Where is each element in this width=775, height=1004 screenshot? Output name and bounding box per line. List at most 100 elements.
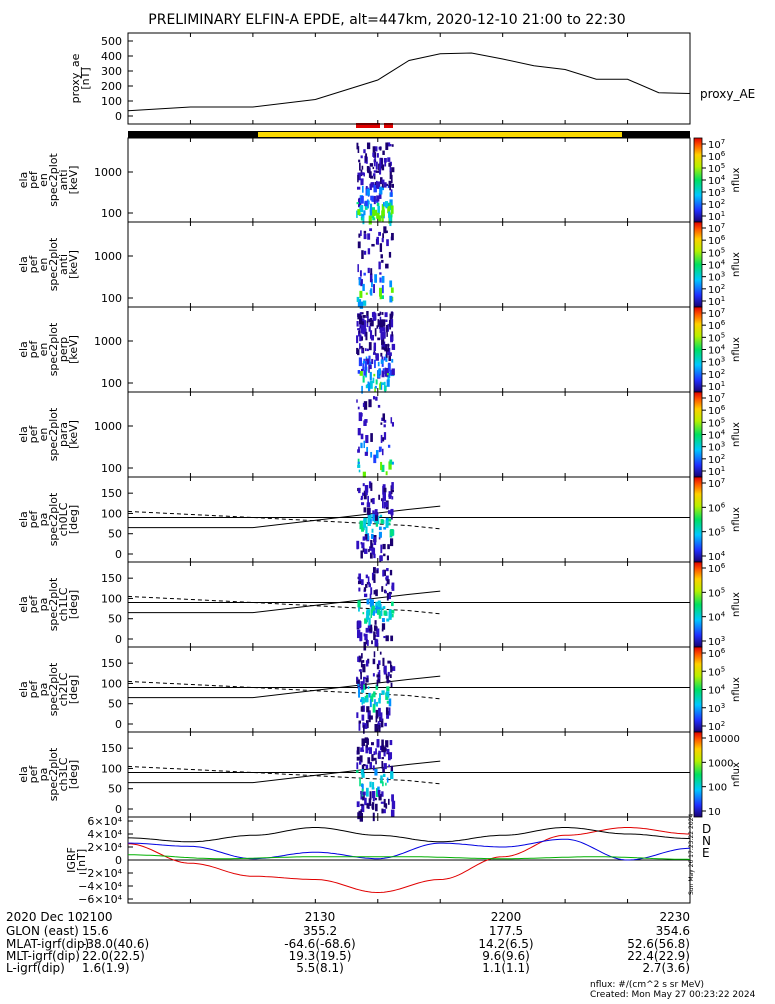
spectrogram-cell	[361, 250, 364, 259]
y-axis-label: IGRF[nT]	[65, 847, 88, 873]
spectrogram-cell	[381, 237, 384, 243]
spectrogram-cell	[372, 497, 375, 505]
spectrogram-cell	[383, 610, 387, 616]
spectrogram-cell	[380, 712, 383, 721]
spectrogram-cell	[387, 671, 390, 677]
spectrogram-cell	[378, 193, 382, 199]
spectrogram-cell	[388, 251, 392, 258]
spectrogram-cell	[373, 152, 377, 158]
spectrogram-cell	[360, 495, 363, 500]
y-axis-label-line: proxy_ae	[69, 53, 82, 103]
spectrogram-cell	[389, 661, 392, 668]
spectrogram-cell	[383, 487, 387, 493]
spectrogram-cell	[359, 370, 363, 376]
spectrogram-cell	[383, 636, 386, 639]
spectrogram-cell	[374, 699, 376, 705]
spectrogram-cell	[360, 697, 365, 702]
spectrogram-cell	[359, 334, 362, 342]
spectrogram-cell	[377, 319, 380, 327]
colorbar	[693, 391, 703, 478]
spectrogram-cell	[363, 587, 367, 592]
spectrogram-cell	[382, 319, 386, 327]
x-axis-row-label: GLON (east)	[6, 924, 79, 938]
spectrogram-cell	[362, 791, 366, 796]
y-axis-label-line: pef	[27, 340, 40, 359]
spectrogram-cell	[363, 507, 367, 513]
colorbar-label: nflux	[731, 167, 742, 192]
panel-frame	[127, 306, 691, 393]
spectrogram-cell	[391, 461, 394, 465]
spectrogram-cell	[379, 555, 383, 561]
spectrogram-cell	[391, 232, 394, 241]
spectrogram-cell	[365, 677, 369, 683]
spectrogram-cell	[383, 665, 387, 675]
y-tick-label: 100	[101, 677, 122, 690]
spectrogram-cell	[357, 620, 361, 629]
spectrogram-cell	[380, 544, 383, 554]
anti-loss-cone-line	[127, 765, 441, 785]
spectrogram-cell	[363, 641, 367, 651]
spectrogram-cell	[380, 254, 383, 259]
y-axis-label-line: IGRF	[65, 847, 78, 873]
y-axis-label-line: spec2plot	[47, 747, 60, 801]
colorbar-tick-label: 107	[708, 477, 725, 490]
colorbar-label: nflux	[731, 507, 742, 532]
y-tick-label: 0	[115, 854, 122, 867]
spectrogram-cell	[373, 158, 376, 167]
spectrogram-cell	[369, 228, 373, 232]
spectrogram-cell	[369, 762, 373, 769]
spectrogram-cell	[373, 574, 376, 583]
spectrogram-cell	[370, 742, 374, 746]
spectrogram-cell	[361, 336, 364, 341]
spectrogram-cell	[386, 332, 388, 337]
colorbar	[693, 221, 703, 308]
spectrogram-cell	[380, 775, 383, 784]
y-tick-label: 100	[101, 95, 122, 108]
spectrogram-cell	[356, 202, 359, 205]
spectrogram-cell	[360, 205, 364, 213]
panel-frame	[127, 391, 691, 478]
spectrogram-cell	[369, 183, 372, 191]
spectrogram-cell	[391, 800, 396, 809]
spectrogram-cell	[362, 375, 365, 383]
spectrogram-cell	[357, 600, 361, 608]
spectrogram-cell	[367, 267, 370, 274]
spectrogram-cell	[361, 689, 365, 693]
colorbar-tick-label: 102	[708, 453, 725, 466]
spectrogram-cell	[357, 581, 362, 585]
spectrogram-cell	[373, 537, 377, 546]
spectrogram-cell	[357, 683, 360, 687]
spectrogram-cell	[370, 609, 373, 618]
spectrogram-cell	[359, 343, 361, 350]
spectrogram-cell	[386, 379, 390, 387]
series-line-proxy_AE	[127, 52, 691, 112]
panel-frame	[127, 137, 691, 223]
spectrogram-cell	[361, 783, 364, 787]
panel-frame	[127, 561, 691, 648]
y-tick-label: 100	[101, 462, 122, 475]
spectrogram-cell	[387, 660, 391, 664]
spectrogram-cell	[360, 550, 363, 559]
spectrogram-cell	[372, 658, 376, 665]
spectrogram-cell	[386, 592, 389, 601]
x-axis-row-value: 1.6(1.9)	[82, 961, 130, 975]
y-axis-label-line: ela	[17, 172, 30, 189]
spectrogram-cell	[378, 537, 381, 540]
spectrogram-cell	[386, 748, 390, 754]
spectrogram-cell	[389, 199, 393, 206]
spectrogram-cell	[356, 676, 358, 681]
spectrogram-cell	[382, 499, 384, 509]
spectrogram-cell	[365, 764, 369, 769]
x-axis-row-value: -64.6(-68.6)	[284, 937, 355, 951]
spectrogram-cell	[367, 747, 371, 751]
spectrogram-cell	[360, 502, 365, 506]
spectrogram-cell	[381, 791, 384, 797]
colorbar-tick-label: 105	[708, 416, 725, 429]
spectrogram-cell	[359, 761, 362, 765]
spectrogram-cell	[369, 781, 372, 788]
spectrogram-cell	[386, 675, 389, 684]
spectrogram-cell	[390, 771, 394, 780]
